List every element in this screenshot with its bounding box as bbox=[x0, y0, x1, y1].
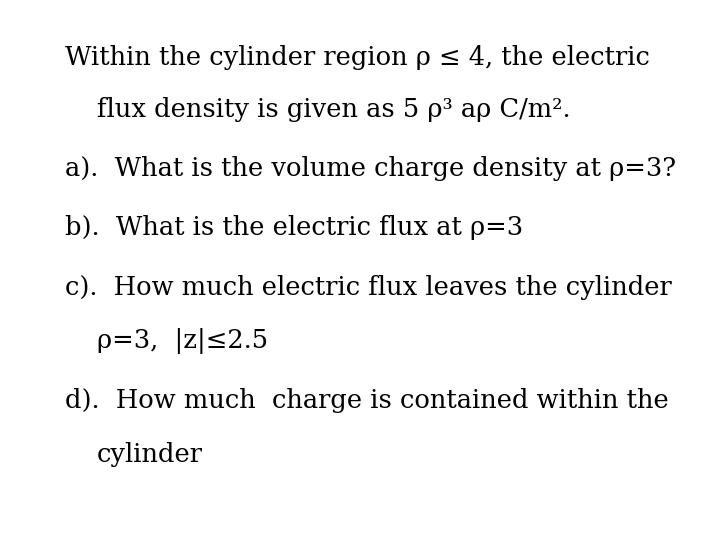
Text: flux density is given as 5 ρ³ aρ C/m².: flux density is given as 5 ρ³ aρ C/m². bbox=[97, 97, 571, 122]
Text: ρ=3,  |z|≤2.5: ρ=3, |z|≤2.5 bbox=[97, 328, 269, 354]
Text: Within the cylinder region ρ ≤ 4, the electric: Within the cylinder region ρ ≤ 4, the el… bbox=[65, 45, 649, 70]
Text: c).  How much electric flux leaves the cylinder: c). How much electric flux leaves the cy… bbox=[65, 275, 672, 300]
Text: b).  What is the electric flux at ρ=3: b). What is the electric flux at ρ=3 bbox=[65, 215, 523, 240]
Text: a).  What is the volume charge density at ρ=3?: a). What is the volume charge density at… bbox=[65, 156, 676, 181]
Text: d).  How much  charge is contained within the: d). How much charge is contained within … bbox=[65, 388, 669, 413]
Text: cylinder: cylinder bbox=[97, 442, 203, 467]
